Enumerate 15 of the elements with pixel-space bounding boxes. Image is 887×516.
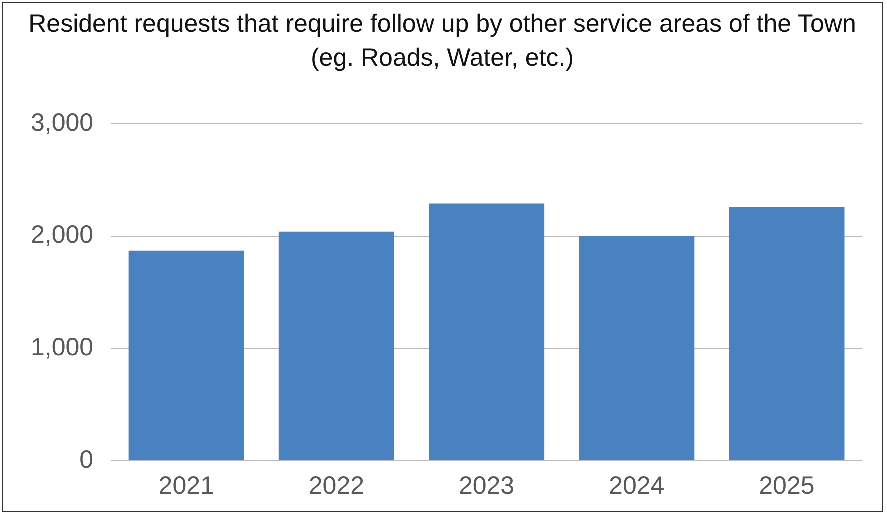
bar — [278, 232, 394, 460]
bar — [128, 250, 244, 460]
x-tick-label: 2024 — [609, 472, 665, 500]
bar — [428, 204, 545, 460]
x-tick-label: 2025 — [759, 472, 815, 500]
x-tick-label: 2022 — [308, 472, 365, 500]
chart-title: Resident requests that require follow up by other service areas of the Town (eg. Roads, Water, etc.) — [28, 9, 858, 74]
y-tick-label: 1,000 — [31, 334, 94, 362]
bar — [579, 236, 695, 460]
y-tick-label: 3,000 — [31, 108, 94, 137]
y-tick-label: 0 — [80, 446, 94, 474]
x-tick-label: 2023 — [458, 472, 515, 500]
x-tick-label: 2021 — [158, 472, 214, 500]
bar — [729, 207, 845, 460]
y-tick-label: 2,000 — [31, 221, 94, 250]
